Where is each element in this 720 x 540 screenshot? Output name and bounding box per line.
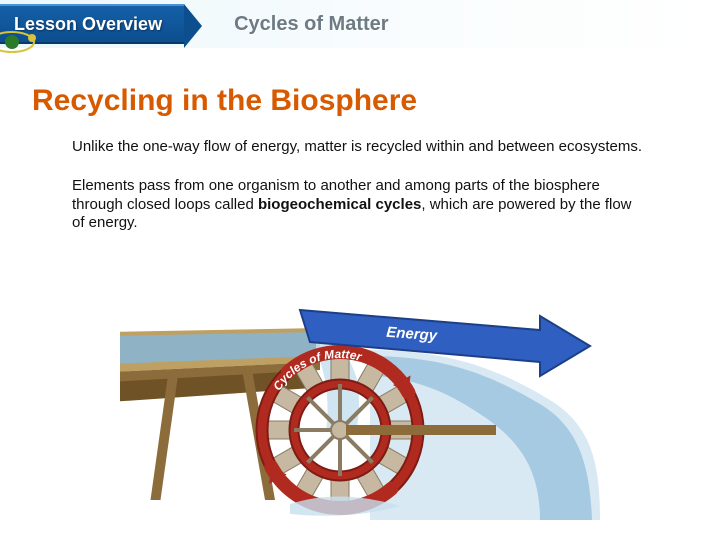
- waterwheel-illustration: Cycles of MatterEnergy: [120, 290, 600, 520]
- section-title-text: Recycling in the Biosphere: [32, 84, 417, 117]
- paragraph-1: Unlike the one-way flow of energy, matte…: [72, 138, 648, 157]
- paragraph-2: Elements pass from one organism to anoth…: [72, 177, 648, 233]
- section-title: Recycling in the Biosphere: [32, 84, 720, 118]
- slide-header: Lesson Overview Cycles of Matter: [0, 0, 720, 48]
- corner-orbit-icon: [0, 28, 58, 64]
- header-subtitle: Cycles of Matter: [234, 13, 389, 36]
- paragraph-2-bold: biogeochemical cycles: [258, 196, 421, 213]
